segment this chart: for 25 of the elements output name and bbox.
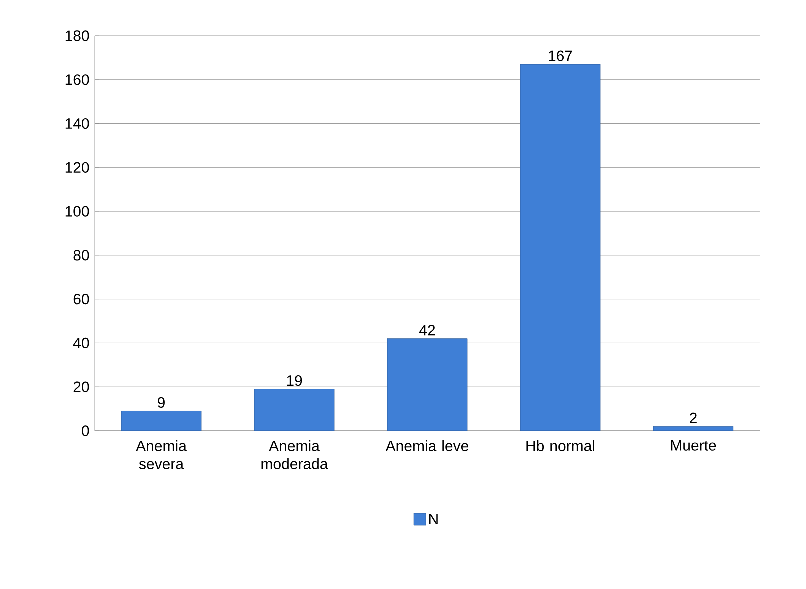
data-label: 42 <box>420 325 436 336</box>
data-label: 19 <box>287 375 302 386</box>
y-tick-label: 140 <box>66 118 90 130</box>
data-label: 9 <box>158 397 165 408</box>
y-tick-label: 160 <box>66 74 90 86</box>
y-tick-label: 180 <box>66 30 90 42</box>
legend-label: N <box>430 514 438 525</box>
x-tick-label: Anemia leve <box>386 440 468 452</box>
data-label: 2 <box>690 412 697 424</box>
y-tick-label: 40 <box>73 338 90 349</box>
bar <box>254 389 335 431</box>
y-tick-label: 120 <box>66 162 90 173</box>
y-tick-label: 100 <box>66 206 90 217</box>
data-label: 167 <box>549 50 572 62</box>
bar <box>387 338 468 431</box>
y-tick-label: 0 <box>82 426 90 436</box>
bar <box>520 64 601 431</box>
x-tick-label: Hb normal <box>526 440 594 452</box>
y-tick-label: 80 <box>74 250 90 261</box>
x-tick-label: Anemia moderada <box>262 440 328 470</box>
y-tick-label: 60 <box>74 294 90 305</box>
x-tick-label: Muerte <box>671 440 716 451</box>
x-tick-label: Anemia severa <box>136 440 187 470</box>
bar <box>121 411 202 431</box>
y-tick-label: 20 <box>74 382 90 392</box>
